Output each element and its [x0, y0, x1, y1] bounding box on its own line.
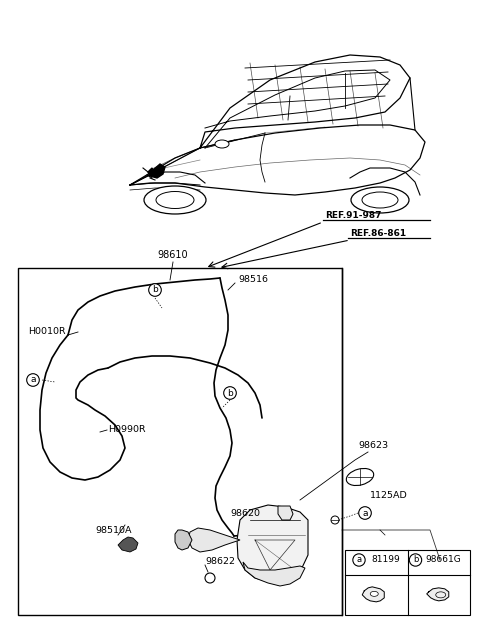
- Text: H0010R: H0010R: [28, 328, 66, 336]
- Text: 98516: 98516: [238, 276, 268, 284]
- Ellipse shape: [370, 591, 378, 596]
- Text: 98620: 98620: [230, 509, 260, 518]
- Text: REF.86-861: REF.86-861: [350, 229, 406, 238]
- Text: b: b: [152, 286, 158, 294]
- Text: REF.91-987: REF.91-987: [325, 211, 382, 220]
- Polygon shape: [175, 530, 192, 550]
- Circle shape: [331, 516, 339, 524]
- Polygon shape: [427, 588, 449, 601]
- Bar: [345, 550, 470, 615]
- Text: 98622: 98622: [205, 558, 235, 566]
- Polygon shape: [362, 587, 384, 602]
- Text: 98623: 98623: [358, 441, 388, 450]
- Text: 98661G: 98661G: [425, 556, 461, 564]
- Circle shape: [205, 573, 215, 583]
- Text: 98510A: 98510A: [95, 526, 132, 535]
- Text: a: a: [30, 376, 36, 384]
- Polygon shape: [148, 164, 165, 178]
- Ellipse shape: [156, 191, 194, 209]
- Text: 1125AD: 1125AD: [370, 491, 408, 499]
- Polygon shape: [237, 505, 308, 582]
- Bar: [18, 268, 342, 615]
- Polygon shape: [188, 528, 240, 552]
- Ellipse shape: [351, 187, 409, 213]
- Ellipse shape: [362, 192, 398, 208]
- Polygon shape: [118, 537, 138, 552]
- Text: a: a: [362, 509, 368, 518]
- Text: a: a: [357, 556, 361, 564]
- Polygon shape: [243, 562, 305, 586]
- Text: 81199: 81199: [371, 556, 400, 564]
- Ellipse shape: [436, 592, 446, 598]
- Text: b: b: [413, 556, 418, 564]
- Polygon shape: [278, 506, 293, 520]
- Text: b: b: [227, 389, 233, 398]
- Ellipse shape: [346, 469, 374, 486]
- Text: 98610: 98610: [158, 250, 188, 260]
- Text: H0990R: H0990R: [108, 426, 145, 434]
- Ellipse shape: [144, 186, 206, 214]
- Ellipse shape: [215, 140, 229, 148]
